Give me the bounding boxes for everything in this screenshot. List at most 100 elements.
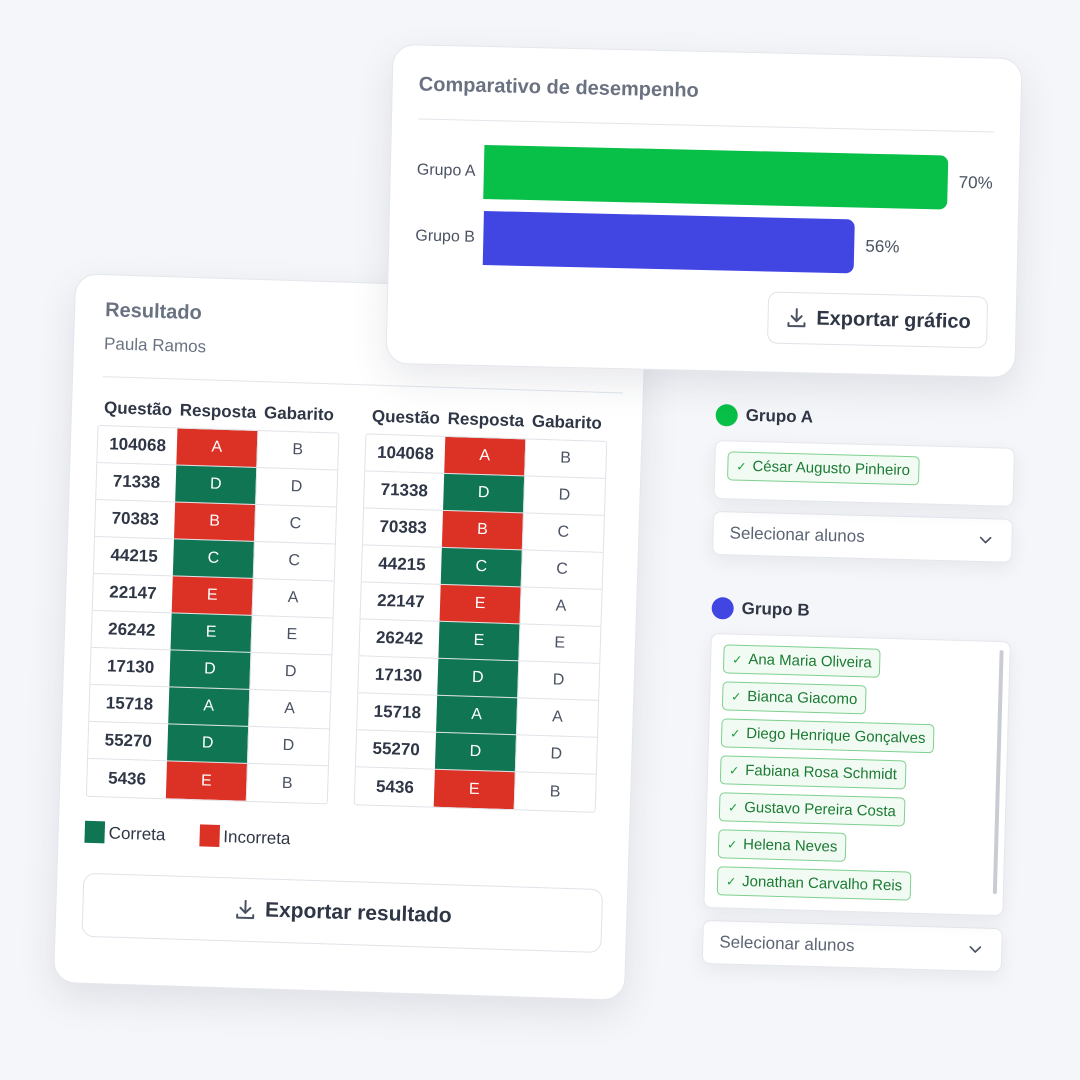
download-icon <box>235 899 254 920</box>
chevron-down-icon <box>979 536 992 544</box>
answer-cell-incorrect: B <box>442 510 523 550</box>
check-icon: ✓ <box>730 726 741 741</box>
table-body: 104068 A B 71338 D D 70383 B C 44215 C C 22147 E A 2624… <box>353 433 608 813</box>
answer-cell-correct: C <box>173 539 254 578</box>
question-id-cell: 17130 <box>106 656 155 677</box>
answer-cell-incorrect: B <box>174 502 255 541</box>
student-chip[interactable]: ✓ Gustavo Pereira Costa <box>718 792 906 827</box>
answer-key-cell: B <box>245 763 328 804</box>
student-chip[interactable]: ✓ César Augusto Pinheiro <box>727 451 920 486</box>
legend: Correta Incorreta <box>84 820 606 859</box>
question-id-cell: 22147 <box>109 582 157 603</box>
question-id-cell: 104068 <box>108 434 167 456</box>
answer-key-cell: E <box>518 624 601 663</box>
student-chip-label: César Augusto Pinheiro <box>752 457 911 480</box>
student-chip-list: ✓ Ana Maria Oliveira ✓ Bianca Giacomo ✓ Diego… <box>716 644 997 911</box>
bar-grupo-a <box>483 145 949 210</box>
result-table-1: Questão Resposta Gabarito 104068 A B 71338 D… <box>85 391 341 805</box>
answer-key-cell: A <box>251 578 334 618</box>
student-chip[interactable]: ✓ Bianca Giacomo <box>721 681 867 715</box>
question-id-cell: 44215 <box>378 553 426 575</box>
question-id-cell: 17130 <box>374 664 423 686</box>
student-chip[interactable]: ✓ Ana Maria Oliveira <box>722 644 882 678</box>
student-chip[interactable]: ✓ Jonathan Carvalho Reis <box>716 866 912 901</box>
bar-grupo-b <box>482 211 856 274</box>
column-header-questao: Questão <box>103 398 173 420</box>
question-id-cell: 104068 <box>376 442 435 464</box>
question-id-cell: 55270 <box>372 738 421 760</box>
answer-cell-correct: E <box>170 613 252 652</box>
answer-cell-incorrect: E <box>166 761 247 801</box>
group-header: Grupo A <box>715 404 1015 434</box>
export-result-button[interactable]: Exportar resultado <box>81 872 604 954</box>
export-chart-button[interactable]: Exportar gráfico <box>767 291 989 349</box>
group-name: Grupo B <box>741 598 810 620</box>
student-chip[interactable]: ✓ Helena Neves <box>717 829 847 862</box>
bar-row-grupo-a: Grupo A 70% <box>416 143 993 210</box>
group-header: Grupo B <box>711 597 1011 627</box>
group-name: Grupo A <box>745 405 814 427</box>
group-b-dot <box>711 597 734 620</box>
answer-key-cell: E <box>250 615 333 655</box>
question-id-cell: 15718 <box>105 693 154 714</box>
answer-cell-incorrect: A <box>444 436 525 476</box>
answer-cell-correct: D <box>169 650 251 689</box>
table-body: 104068 A B 71338 D D 70383 B C 44215 C C 22147 E A 2624… <box>85 424 340 805</box>
selected-students-box: ✓ Ana Maria Oliveira ✓ Bianca Giacomo ✓ Diego… <box>703 632 1011 917</box>
student-chip-label: Helena Neves <box>742 835 838 856</box>
question-id-cell: 70383 <box>111 508 160 529</box>
result-tables: Questão Resposta Gabarito 104068 A B 71338 D… <box>85 391 620 813</box>
check-icon: ✓ <box>727 800 739 815</box>
table-row: 5436 E B <box>355 767 596 812</box>
answer-key-cell: D <box>249 652 332 692</box>
column-header-gabarito: Gabarito <box>263 403 335 425</box>
legend-incorrect: Incorreta <box>199 824 291 849</box>
answer-cell-incorrect: E <box>172 576 253 615</box>
student-chip[interactable]: ✓ Diego Henrique Gonçalves <box>720 718 935 754</box>
question-id-cell: 70383 <box>379 516 428 538</box>
answer-key-cell: C <box>521 513 604 552</box>
bar-label: Grupo B <box>415 227 476 246</box>
answer-cell-correct: D <box>175 465 256 504</box>
answer-cell-correct: A <box>436 695 517 735</box>
student-chip-label: Fabiana Rosa Schmidt <box>744 761 898 784</box>
select-students-dropdown[interactable]: Selecionar alunos <box>712 510 1014 563</box>
legend-swatch-incorrect <box>199 824 220 847</box>
answer-key-cell: A <box>519 587 602 626</box>
chart-card: Comparativo de desempenho Grupo A 70% Gr… <box>385 43 1023 379</box>
chart-title: Comparativo de desempenho <box>418 73 700 102</box>
student-chip-label: Bianca Giacomo <box>747 688 858 709</box>
answer-key-cell: D <box>246 726 330 766</box>
question-id-cell: 26242 <box>107 619 156 640</box>
student-chip-label: Ana Maria Oliveira <box>748 651 872 672</box>
export-chart-label: Exportar gráfico <box>816 307 972 333</box>
column-header-questao: Questão <box>371 406 441 428</box>
bar-value-label: 56% <box>865 236 900 257</box>
student-chip-list: ✓ César Augusto Pinheiro <box>727 451 1002 495</box>
answer-key-cell: D <box>254 467 338 507</box>
question-id-cell: 71338 <box>380 479 429 501</box>
question-id-cell: 5436 <box>375 776 415 797</box>
chevron-down-icon <box>969 946 982 953</box>
student-chip-label: Jonathan Carvalho Reis <box>741 872 903 895</box>
check-icon: ✓ <box>732 652 743 667</box>
question-id-cell: 15718 <box>373 701 422 723</box>
select-placeholder: Selecionar alunos <box>729 523 865 546</box>
answer-cell-incorrect: E <box>434 769 515 810</box>
student-chip[interactable]: ✓ Fabiana Rosa Schmidt <box>719 755 907 790</box>
question-id-cell: 71338 <box>112 471 161 492</box>
legend-correct: Correta <box>84 820 166 846</box>
select-students-dropdown[interactable]: Selecionar alunos <box>701 919 1003 973</box>
answer-cell-correct: D <box>437 658 519 698</box>
legend-label-incorrect: Incorreta <box>223 827 291 849</box>
answer-key-cell: C <box>252 541 335 581</box>
question-id-cell: 5436 <box>107 767 147 789</box>
answer-key-cell: C <box>253 504 337 544</box>
answer-cell-correct: D <box>443 473 524 513</box>
bar-value-label: 70% <box>958 172 993 193</box>
answer-cell-incorrect: A <box>176 428 258 467</box>
selected-students-box: ✓ César Augusto Pinheiro <box>713 439 1015 507</box>
column-header-resposta: Resposta <box>447 408 525 431</box>
column-header-gabarito: Gabarito <box>531 411 603 433</box>
check-icon: ✓ <box>726 837 738 852</box>
